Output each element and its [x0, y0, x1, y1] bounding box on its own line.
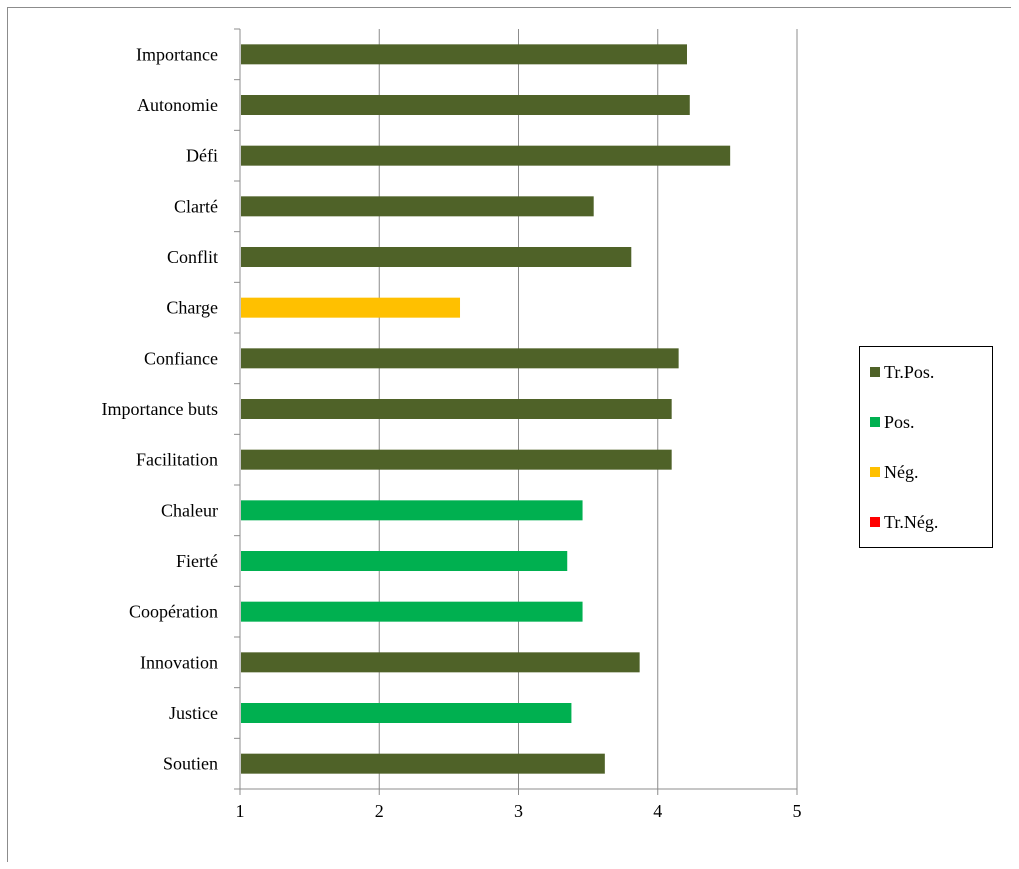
bar-autonomie — [241, 95, 690, 115]
category-label: Défi — [186, 146, 218, 166]
x-tick-label: 4 — [653, 801, 662, 821]
bar-d-fi — [241, 145, 731, 166]
category-label: Coopération — [129, 602, 218, 622]
category-label: Importance buts — [102, 399, 218, 419]
bar-conflit — [241, 247, 632, 267]
category-labels: Importance Autonomie Défi Clarté Conflit Char… — [102, 44, 218, 773]
category-label: Importance — [136, 44, 218, 64]
legend-label-neg: Nég. — [884, 461, 919, 482]
category-label: Chaleur — [161, 500, 218, 520]
category-label: Justice — [169, 703, 218, 723]
bar-chaleur — [241, 500, 583, 521]
category-label: Autonomie — [137, 95, 218, 115]
bar-importance-buts — [241, 399, 672, 419]
legend-item-pos: Pos. — [870, 410, 915, 434]
legend-swatch-pos — [870, 417, 880, 427]
x-tick-label: 5 — [793, 801, 802, 821]
bar-fiert- — [241, 551, 568, 571]
category-label: Soutien — [163, 754, 218, 774]
bar-facilitation — [241, 449, 672, 470]
legend-swatch-neg — [870, 467, 880, 477]
bar-coop-ration — [241, 601, 583, 622]
bar-clart- — [241, 196, 594, 217]
legend-item-neg: Nég. — [870, 460, 919, 484]
category-label: Charge — [166, 298, 218, 318]
bar-innovation — [241, 652, 640, 673]
legend-label-tr-neg: Tr.Nég. — [884, 511, 939, 532]
x-tick-labels: 1 2 3 4 5 — [236, 801, 802, 821]
legend-label-tr-pos: Tr.Pos. — [884, 361, 935, 382]
bar-charge — [241, 297, 461, 318]
bar-importance — [241, 44, 687, 65]
x-tick-label: 1 — [236, 801, 245, 821]
category-label: Clarté — [174, 196, 218, 216]
legend-label-pos: Pos. — [884, 411, 915, 432]
category-label: Facilitation — [136, 450, 218, 470]
axes — [234, 28, 798, 795]
legend-swatch-tr-neg — [870, 517, 880, 527]
bar-soutien — [241, 753, 605, 774]
bar-confiance — [241, 348, 679, 369]
bars — [241, 44, 731, 774]
x-tick-label: 2 — [375, 801, 384, 821]
legend: Tr.Pos. Pos. Nég. Tr.Nég. — [859, 346, 993, 548]
legend-item-tr-pos: Tr.Pos. — [870, 360, 934, 384]
chart-frame — [7, 7, 1011, 862]
legend-swatch-tr-pos — [870, 367, 880, 377]
category-label: Fierté — [176, 551, 218, 571]
x-tick-label: 3 — [514, 801, 523, 821]
legend-item-tr-neg: Tr.Nég. — [870, 510, 938, 534]
category-label: Conflit — [167, 247, 218, 267]
category-label: Innovation — [140, 652, 218, 672]
category-label: Confiance — [144, 348, 218, 368]
bar-justice — [241, 703, 572, 723]
